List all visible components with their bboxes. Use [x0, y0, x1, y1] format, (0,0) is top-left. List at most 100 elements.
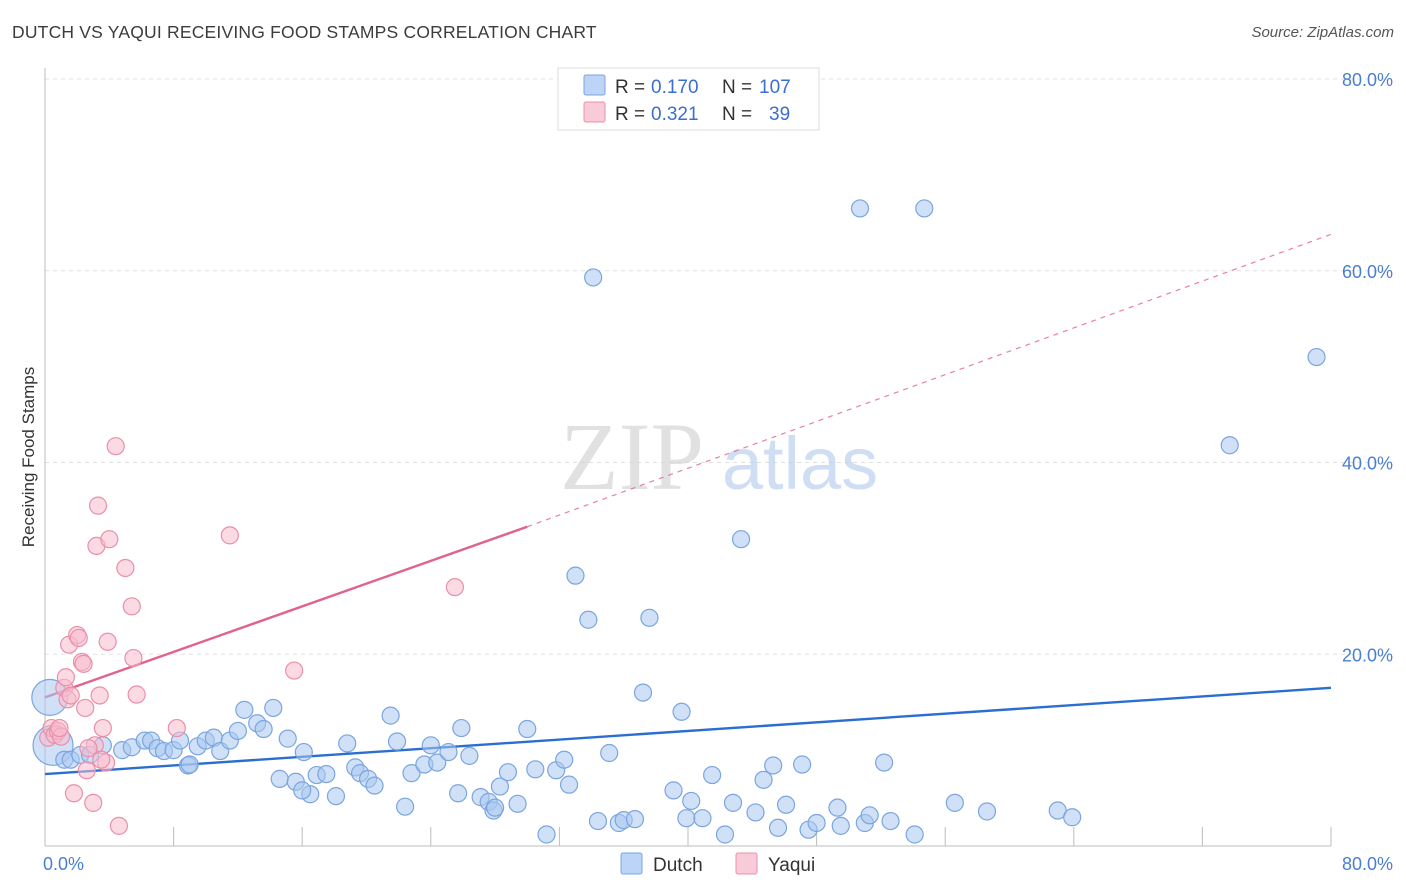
yaqui-point	[76, 698, 95, 718]
y-axis-title: Receiving Food Stamps	[19, 367, 38, 547]
chart-title: DUTCH VS YAQUI RECEIVING FOOD STAMPS COR…	[12, 22, 597, 42]
x-tick-label-0: 0.0%	[43, 854, 84, 874]
dutch-point	[498, 763, 518, 782]
dutch-point	[317, 764, 336, 784]
yaqui-point	[124, 648, 143, 668]
watermark-atlas: atlas	[722, 422, 878, 505]
yaqui-point	[79, 739, 98, 758]
yaqui-trend-extension	[527, 233, 1332, 528]
dutch-point	[881, 811, 900, 831]
dutch-point	[764, 756, 783, 775]
dutch-point	[731, 530, 751, 549]
dutch-point	[555, 750, 574, 769]
dutch-point	[664, 781, 683, 800]
dutch-point	[235, 700, 254, 719]
source-label: Source: ZipAtlas.com	[1251, 24, 1394, 41]
dutch-trend-line	[44, 686, 1332, 776]
dutch-point	[518, 719, 537, 739]
dutch-point	[402, 764, 421, 783]
dutch-point	[228, 721, 247, 741]
dutch-point	[672, 702, 691, 721]
x-tick-label-1: 80.0%	[1342, 854, 1393, 874]
dutch-point	[945, 793, 964, 812]
dutch-point	[723, 793, 743, 812]
yaqui-point	[106, 437, 125, 456]
legend-dutch-r-label: R =	[615, 77, 645, 98]
yaqui-point	[100, 530, 119, 549]
dutch-point	[566, 566, 585, 585]
dutch-point	[293, 781, 312, 800]
correlation-legend: R = 0.170 N = 107 R = 0.321 N = 39	[557, 67, 820, 131]
dutch-point	[439, 742, 458, 762]
legend-dutch-swatch	[583, 74, 606, 96]
dutch-point	[387, 732, 407, 751]
dutch-point	[490, 777, 510, 796]
dutch-point	[633, 683, 653, 702]
trend-lines	[44, 233, 1332, 776]
dutch-point	[579, 610, 598, 629]
legend-yaqui-swatch	[583, 101, 606, 123]
yaqui-point	[84, 793, 103, 812]
legend-yaqui-r-label: R =	[615, 104, 645, 125]
legend-dutch-n-label: N =	[722, 77, 752, 98]
yaqui-point	[92, 750, 111, 769]
dutch-point	[828, 798, 847, 817]
dutch-point	[768, 818, 788, 837]
dutch-point	[600, 743, 619, 763]
yaqui-point	[50, 718, 69, 738]
dutch-point	[703, 765, 722, 785]
dutch-point	[460, 746, 479, 765]
dutch-point	[294, 742, 313, 762]
legend-yaqui-n-label: N =	[722, 104, 752, 125]
axes	[44, 68, 1332, 847]
yaqui-point	[127, 685, 146, 704]
dutch-point	[537, 825, 556, 844]
dutch-point	[588, 811, 608, 831]
dutch-point	[559, 775, 579, 794]
dutch-point	[381, 706, 400, 725]
tick-labels: 20.0% 40.0% 60.0% 80.0% 0.0% 80.0%	[43, 70, 1393, 874]
yaqui-point	[109, 816, 129, 835]
bottom-legend-yaqui-swatch	[735, 852, 758, 875]
dutch-point	[793, 755, 812, 774]
dutch-point	[831, 816, 850, 835]
dutch-point	[326, 787, 346, 806]
dutch-point	[807, 813, 826, 833]
bottom-legend-dutch-label: Dutch	[653, 855, 703, 876]
yaqui-point	[285, 661, 304, 680]
yaqui-point	[88, 496, 108, 515]
dutch-point	[1220, 436, 1239, 455]
bottom-legend-dutch-swatch	[620, 852, 643, 875]
dutch-point	[508, 794, 527, 813]
yaqui-point	[56, 668, 75, 687]
grid-lines	[45, 78, 1392, 655]
yaqui-point	[93, 718, 112, 738]
legend-yaqui-n-value: 39	[769, 104, 790, 125]
y-tick-label-3: 80.0%	[1342, 70, 1393, 90]
dutch-point	[584, 268, 603, 287]
dutch-point	[905, 825, 924, 844]
dutch-point	[875, 753, 894, 772]
series-legend: Dutch Yaqui	[620, 852, 815, 876]
dutch-point	[850, 199, 870, 218]
dutch-point	[486, 798, 505, 817]
dutch-point	[449, 784, 468, 803]
dutch-point	[452, 718, 471, 738]
yaqui-point	[116, 558, 135, 578]
yaqui-point	[69, 628, 88, 648]
yaqui-point	[220, 526, 239, 545]
dutch-point	[693, 809, 712, 828]
dutch-point	[754, 770, 773, 789]
dutch-point	[746, 803, 765, 822]
y-tick-label-0: 20.0%	[1342, 645, 1393, 665]
dutch-point	[365, 776, 384, 795]
bottom-legend-yaqui-label: Yaqui	[768, 855, 815, 876]
yaqui-point	[445, 578, 465, 597]
dutch-point	[715, 825, 735, 844]
y-tick-label-2: 60.0%	[1342, 262, 1393, 282]
legend-dutch-n-value: 107	[759, 77, 791, 98]
yaqui-point	[61, 686, 80, 705]
yaqui-point	[90, 686, 109, 705]
legend-yaqui-r-value: 0.321	[651, 104, 699, 125]
